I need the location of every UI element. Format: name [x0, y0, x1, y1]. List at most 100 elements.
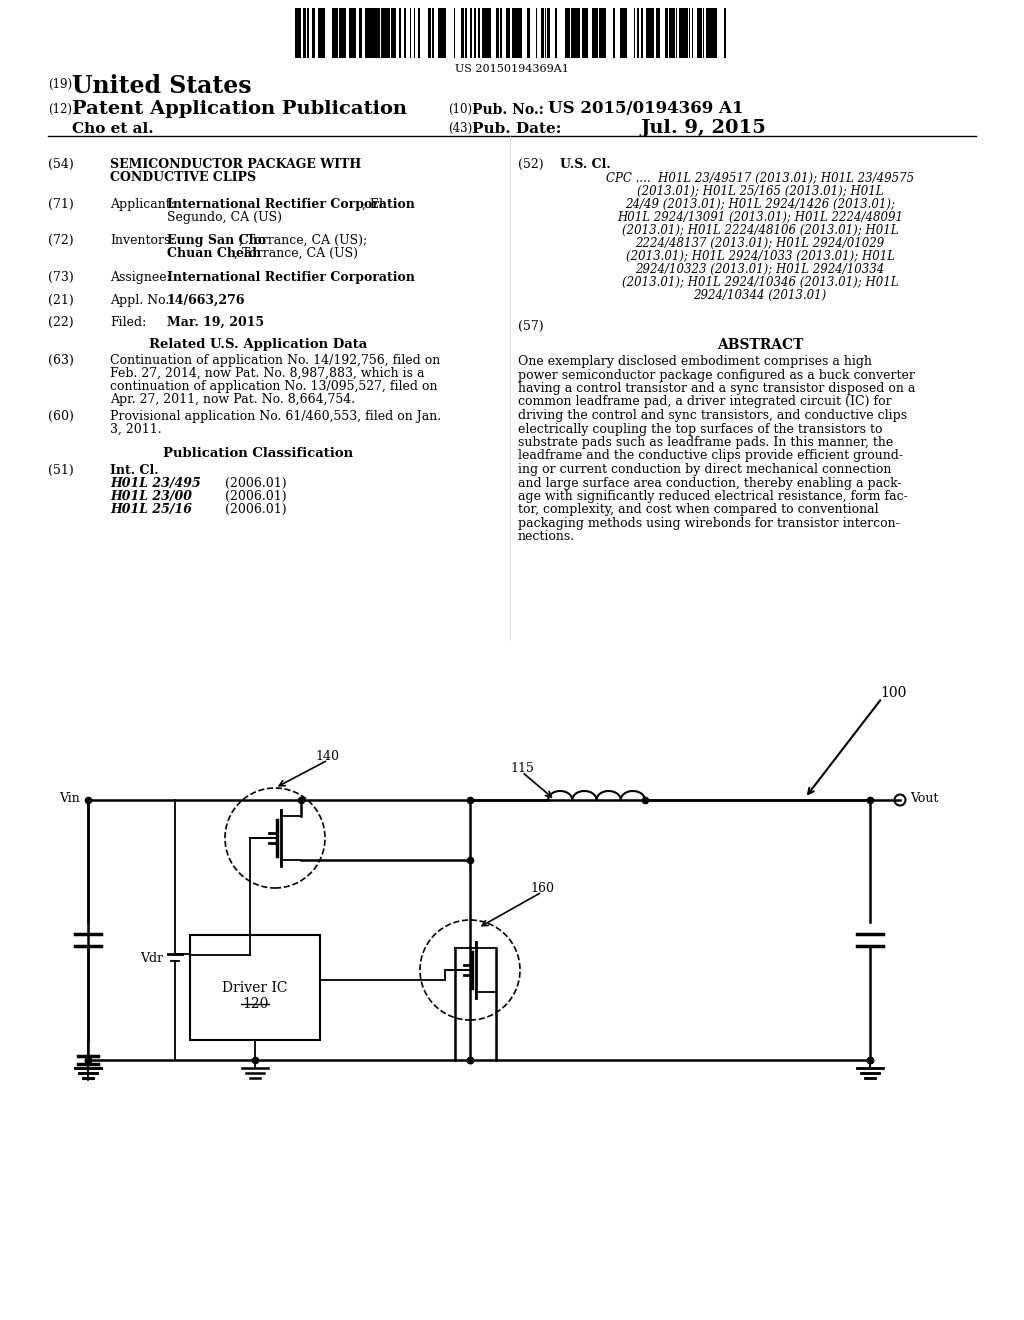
- Text: , Torrance, CA (US): , Torrance, CA (US): [234, 247, 358, 260]
- Text: Inventors:: Inventors:: [110, 234, 174, 247]
- Bar: [190, 935, 319, 1040]
- Text: (73): (73): [48, 271, 74, 284]
- Text: Provisional application No. 61/460,553, filed on Jan.: Provisional application No. 61/460,553, …: [110, 411, 441, 422]
- Text: 14/663,276: 14/663,276: [167, 294, 246, 308]
- Text: Publication Classification: Publication Classification: [163, 447, 353, 459]
- Bar: [699, 8, 702, 58]
- Text: leadframe and the conductive clips provide efficient ground-: leadframe and the conductive clips provi…: [518, 450, 903, 462]
- Bar: [304, 8, 306, 58]
- Text: Jul. 9, 2015: Jul. 9, 2015: [640, 119, 766, 137]
- Bar: [657, 8, 660, 58]
- Text: common leadframe pad, a driver integrated circuit (IC) for: common leadframe pad, a driver integrate…: [518, 396, 892, 408]
- Bar: [297, 8, 301, 58]
- Text: Vout: Vout: [910, 792, 938, 805]
- Text: (22): (22): [48, 315, 74, 329]
- Bar: [603, 8, 605, 58]
- Text: 120: 120: [242, 998, 268, 1011]
- Bar: [418, 8, 420, 58]
- Bar: [669, 8, 671, 58]
- Text: Pub. No.:: Pub. No.:: [472, 103, 544, 117]
- Bar: [710, 8, 712, 58]
- Bar: [681, 8, 684, 58]
- Bar: [506, 8, 509, 58]
- Bar: [671, 8, 675, 58]
- Text: electrically coupling the top surfaces of the transistors to: electrically coupling the top surfaces o…: [518, 422, 883, 436]
- Text: (71): (71): [48, 198, 74, 211]
- Text: ABSTRACT: ABSTRACT: [717, 338, 803, 352]
- Bar: [713, 8, 717, 58]
- Bar: [366, 8, 368, 58]
- Text: Patent Application Publication: Patent Application Publication: [72, 100, 407, 117]
- Bar: [432, 8, 434, 58]
- Text: (10): (10): [449, 103, 472, 116]
- Text: , Torrance, CA (US);: , Torrance, CA (US);: [239, 234, 368, 247]
- Text: H01L 23/00: H01L 23/00: [110, 490, 193, 503]
- Bar: [444, 8, 446, 58]
- Bar: [684, 8, 687, 58]
- Text: U.S. Cl.: U.S. Cl.: [560, 158, 610, 172]
- Text: Segundo, CA (US): Segundo, CA (US): [167, 211, 282, 224]
- Bar: [353, 8, 356, 58]
- Text: (2013.01); H01L 25/165 (2013.01); H01L: (2013.01); H01L 25/165 (2013.01); H01L: [637, 185, 884, 198]
- Bar: [470, 8, 472, 58]
- Text: (2006.01): (2006.01): [225, 490, 287, 503]
- Bar: [372, 8, 375, 58]
- Bar: [360, 8, 362, 58]
- Text: 115: 115: [510, 762, 534, 775]
- Bar: [500, 8, 502, 58]
- Text: CPC ....  H01L 23/49517 (2013.01); H01L 23/49575: CPC .... H01L 23/49517 (2013.01); H01L 2…: [606, 172, 914, 185]
- Text: tor, complexity, and cost when compared to conventional: tor, complexity, and cost when compared …: [518, 503, 879, 516]
- Bar: [624, 8, 627, 58]
- Text: Assignee:: Assignee:: [110, 271, 171, 284]
- Bar: [706, 8, 709, 58]
- Text: (2013.01); H01L 2924/1033 (2013.01); H01L: (2013.01); H01L 2924/1033 (2013.01); H01…: [626, 249, 895, 263]
- Text: having a control transistor and a sync transistor disposed on a: having a control transistor and a sync t…: [518, 381, 915, 395]
- Bar: [429, 8, 431, 58]
- Text: Apr. 27, 2011, now Pat. No. 8,664,754.: Apr. 27, 2011, now Pat. No. 8,664,754.: [110, 393, 355, 407]
- Text: H01L 23/495: H01L 23/495: [110, 477, 201, 490]
- Text: packaging methods using wirebonds for transistor intercon-: packaging methods using wirebonds for tr…: [518, 517, 900, 531]
- Text: 2924/10344 (2013.01): 2924/10344 (2013.01): [693, 289, 826, 302]
- Text: SEMICONDUCTOR PACKAGE WITH: SEMICONDUCTOR PACKAGE WITH: [110, 158, 361, 172]
- Text: power semiconductor package configured as a buck converter: power semiconductor package configured a…: [518, 368, 914, 381]
- Bar: [381, 8, 384, 58]
- Text: continuation of application No. 13/095,527, filed on: continuation of application No. 13/095,5…: [110, 380, 437, 393]
- Bar: [384, 8, 386, 58]
- Text: Filed:: Filed:: [110, 315, 146, 329]
- Bar: [583, 8, 585, 58]
- Bar: [573, 8, 575, 58]
- Bar: [620, 8, 623, 58]
- Text: CONDUCTIVE CLIPS: CONDUCTIVE CLIPS: [110, 172, 256, 183]
- Text: (12): (12): [48, 103, 72, 116]
- Text: Appl. No.:: Appl. No.:: [110, 294, 173, 308]
- Bar: [319, 8, 322, 58]
- Text: (51): (51): [48, 465, 74, 477]
- Text: substrate pads such as leadframe pads. In this manner, the: substrate pads such as leadframe pads. I…: [518, 436, 893, 449]
- Bar: [369, 8, 372, 58]
- Bar: [474, 8, 476, 58]
- Text: Pub. Date:: Pub. Date:: [472, 121, 561, 136]
- Bar: [496, 8, 499, 58]
- Text: International Rectifier Corporation: International Rectifier Corporation: [167, 271, 415, 284]
- Text: (2006.01): (2006.01): [225, 503, 287, 516]
- Bar: [312, 8, 314, 58]
- Bar: [386, 8, 389, 58]
- Bar: [393, 8, 396, 58]
- Text: Int. Cl.: Int. Cl.: [110, 465, 159, 477]
- Bar: [340, 8, 342, 58]
- Text: 2924/10323 (2013.01); H01L 2924/10334: 2924/10323 (2013.01); H01L 2924/10334: [635, 263, 885, 276]
- Bar: [404, 8, 406, 58]
- Text: (43): (43): [449, 121, 472, 135]
- Text: (2006.01): (2006.01): [225, 477, 287, 490]
- Bar: [665, 8, 668, 58]
- Bar: [478, 8, 480, 58]
- Text: (54): (54): [48, 158, 74, 172]
- Text: nections.: nections.: [518, 531, 575, 544]
- Bar: [349, 8, 353, 58]
- Text: H01L 2924/13091 (2013.01); H01L 2224/48091: H01L 2924/13091 (2013.01); H01L 2224/480…: [617, 211, 903, 224]
- Bar: [724, 8, 726, 58]
- Text: Applicant:: Applicant:: [110, 198, 175, 211]
- Bar: [528, 8, 530, 58]
- Text: (2013.01); H01L 2924/10346 (2013.01); H01L: (2013.01); H01L 2924/10346 (2013.01); H0…: [622, 276, 898, 289]
- Bar: [650, 8, 652, 58]
